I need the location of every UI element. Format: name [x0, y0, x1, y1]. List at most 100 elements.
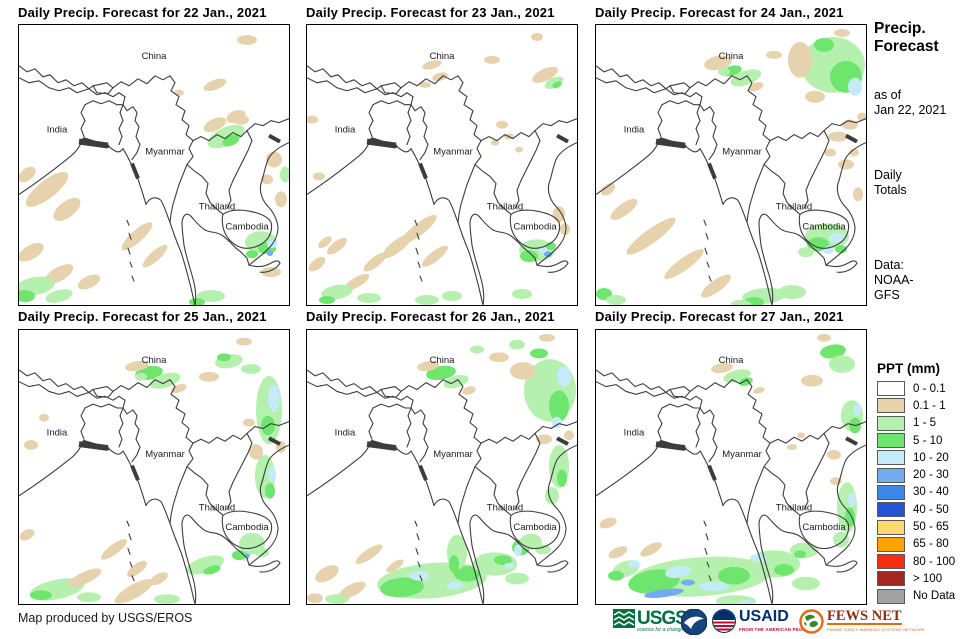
legend-row: 30 - 40: [877, 484, 967, 501]
country-label: Thailand: [776, 201, 812, 212]
legend-row: 0 - 0.1: [877, 380, 967, 397]
country-label: China: [430, 355, 456, 365]
country-label: China: [430, 51, 456, 62]
legend-row: 5 - 10: [877, 432, 967, 449]
legend-label: 0.1 - 1: [913, 399, 946, 412]
country-label: Cambodia: [802, 522, 846, 532]
country-label: Cambodia: [513, 221, 557, 232]
forecast-map: China India Myanmar Thailand Cambodia: [18, 329, 290, 605]
country-label: India: [624, 427, 645, 437]
legend-rows: 0 - 0.1 0.1 - 1 1 - 5 5 - 10 10 - 20 20 - 30 3…: [877, 380, 967, 605]
usgs-waves-icon: [613, 609, 635, 632]
country-label: Cambodia: [225, 221, 269, 232]
legend-label: 10 - 20: [913, 451, 949, 464]
country-label: Cambodia: [513, 522, 557, 532]
map-credit: Map produced by USGS/EROS: [18, 611, 193, 625]
legend-label: 0 - 0.1: [913, 382, 946, 395]
country-label: Thailand: [776, 502, 812, 512]
sidebar-totals: Daily Totals: [874, 168, 907, 198]
forecast-map: China India Myanmar Thailand Cambodia: [306, 329, 578, 605]
legend-label: > 100: [913, 572, 943, 585]
legend-swatch: [877, 415, 905, 431]
totals-line1: Daily: [874, 168, 902, 182]
usaid-tagline: FROM THE AMERICAN PEOPLE: [739, 627, 813, 632]
panel-title: Daily Precip. Forecast for 27 Jan., 2021: [595, 309, 844, 324]
country-label: Thailand: [487, 502, 523, 512]
usgs-wordmark: USGS: [637, 608, 688, 629]
sidebar-title: Precip. Forecast: [874, 20, 939, 56]
legend-row: No Data: [877, 588, 967, 605]
noaa-seal-icon: [681, 609, 707, 635]
totals-line2: Totals: [874, 183, 907, 197]
forecast-map: China India Myanmar Thailand Cambodia: [595, 24, 867, 306]
data-source-line1: NOAA-: [874, 273, 914, 287]
sidebar-title-line2: Forecast: [874, 38, 939, 55]
panel-title: Daily Precip. Forecast for 22 Jan., 2021: [18, 5, 267, 20]
legend-row: 50 - 65: [877, 518, 967, 535]
country-label: Myanmar: [433, 449, 473, 459]
legend-row: 65 - 80: [877, 536, 967, 553]
asof-label: as of: [874, 88, 902, 102]
legend-swatch: [877, 450, 905, 466]
country-label: China: [719, 51, 745, 62]
legend-label: 40 - 50: [913, 503, 949, 516]
legend-label: 5 - 10: [913, 434, 943, 447]
country-label: India: [335, 427, 356, 437]
fewsnet-tagline: FAMINE EARLY WARNING SYSTEMS NETWORK: [827, 627, 926, 632]
usgs-tagline: science for a changing world: [637, 627, 701, 633]
asof-date: Jan 22, 2021: [874, 103, 947, 117]
country-label: Cambodia: [802, 221, 846, 232]
data-source-line2: GFS: [874, 288, 900, 302]
fewsnet-logo: FEWS NET FAMINE EARLY WARNING SYSTEMS NE…: [799, 609, 925, 636]
country-label: China: [142, 355, 168, 365]
country-label: Myanmar: [145, 147, 185, 158]
usaid-logo: USAID FROM THE AMERICAN PEOPLE: [712, 609, 812, 636]
legend-swatch: [877, 519, 905, 535]
legend-swatch: [877, 502, 905, 518]
country-label: Thailand: [199, 201, 235, 212]
legend-swatch: [877, 571, 905, 587]
precip-legend: PPT (mm) 0 - 0.1 0.1 - 1 1 - 5 5 - 10 10 - 2…: [877, 361, 967, 605]
noaa-logo: [681, 609, 707, 635]
usaid-wordmark: USAID: [739, 608, 789, 625]
country-label: India: [47, 125, 68, 136]
legend-swatch: [877, 398, 905, 414]
legend-swatch: [877, 484, 905, 500]
country-label: Myanmar: [433, 147, 473, 158]
legend-label: 80 - 100: [913, 555, 956, 568]
legend-swatch: [877, 536, 905, 552]
country-label: India: [624, 125, 645, 136]
legend-label: 20 - 30: [913, 469, 949, 482]
panel-title: Daily Precip. Forecast for 25 Jan., 2021: [18, 309, 267, 324]
legend-title: PPT (mm): [877, 361, 941, 376]
legend-swatch: [877, 381, 905, 397]
legend-label: No Data: [913, 590, 956, 603]
legend-label: 65 - 80: [913, 538, 949, 551]
legend-row: 40 - 50: [877, 501, 967, 518]
sidebar-datasource: Data: NOAA- GFS: [874, 258, 914, 303]
fewsnet-globe-icon: [799, 609, 824, 634]
sidebar-title-line1: Precip.: [874, 20, 926, 37]
legend-swatch: [877, 588, 905, 604]
country-label: Myanmar: [145, 449, 185, 459]
country-label: India: [47, 427, 68, 437]
country-label: Myanmar: [722, 449, 762, 459]
usaid-seal-icon: [712, 609, 736, 633]
country-label: Thailand: [487, 201, 523, 212]
country-label: India: [335, 125, 356, 136]
country-label: Cambodia: [225, 522, 269, 532]
legend-row: 0.1 - 1: [877, 397, 967, 414]
legend-row: 1 - 5: [877, 415, 967, 432]
legend-label: 1 - 5: [913, 417, 937, 430]
legend-row: 20 - 30: [877, 466, 967, 483]
forecast-map: China India Myanmar Thailand Cambodia: [18, 24, 290, 306]
country-label: Myanmar: [722, 147, 762, 158]
usgs-logo: USGS science for a changing world: [613, 609, 700, 636]
panel-title: Daily Precip. Forecast for 26 Jan., 2021: [306, 309, 555, 324]
legend-row: 10 - 20: [877, 449, 967, 466]
sidebar-asof: as of Jan 22, 2021: [874, 88, 946, 118]
forecast-map: China India Myanmar Thailand Cambodia: [306, 24, 578, 306]
forecast-map: China India Myanmar Thailand Cambodia: [595, 329, 867, 605]
country-label: China: [719, 355, 745, 365]
